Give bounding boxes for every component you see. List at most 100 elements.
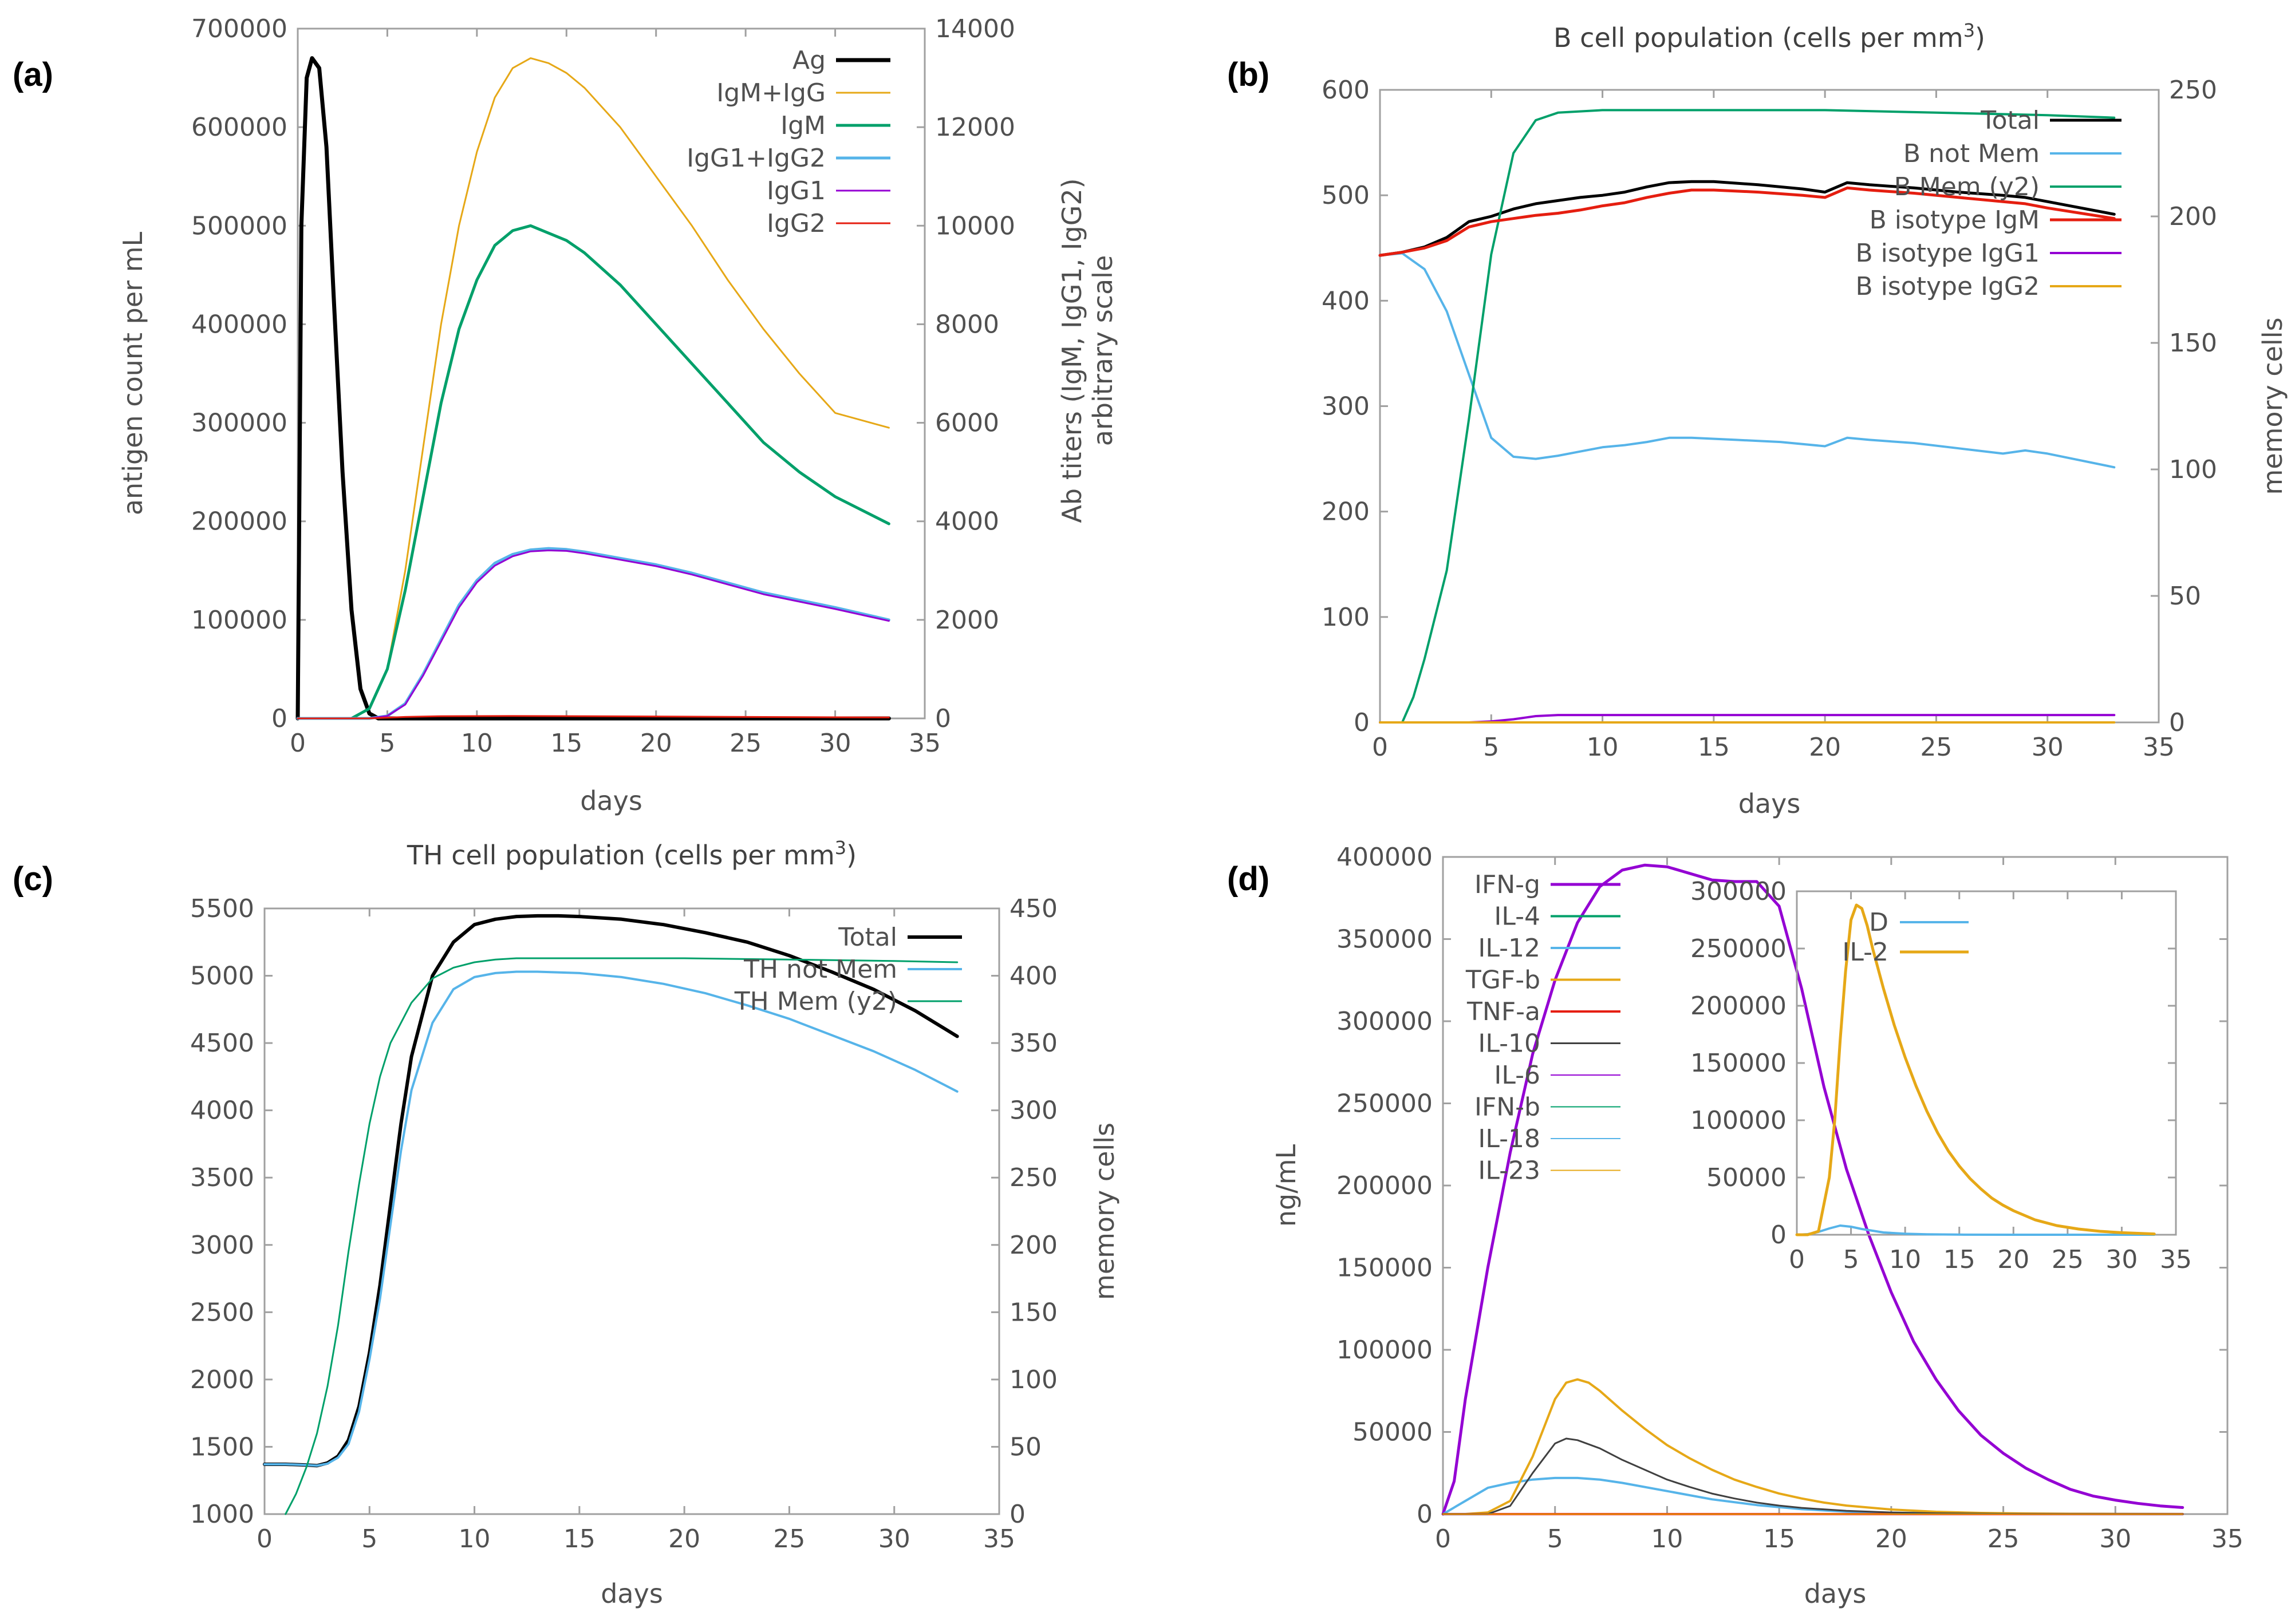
y-tick-label: 0 — [271, 704, 287, 733]
y2-tick-label: 100 — [1010, 1365, 1058, 1394]
legend-label: Ag — [792, 46, 826, 75]
y-tick-label: 1500 — [190, 1432, 254, 1461]
chart-title-sup: 3 — [835, 837, 846, 859]
y-tick-label: 500000 — [191, 211, 287, 240]
x-tick-label: 0 — [290, 729, 306, 758]
y-tick-label: 300 — [1322, 392, 1370, 421]
legend-label: B not Mem — [1903, 139, 2040, 168]
y-tick-label: 600000 — [191, 113, 287, 142]
x-tick-label: 35 — [909, 729, 941, 758]
x-tick-label: 20 — [668, 1524, 700, 1554]
x-tick-label: 35 — [2143, 733, 2175, 762]
inset-y-tick-label: 150000 — [1690, 1049, 1787, 1078]
y2-axis-label: memory cells — [1089, 1123, 1120, 1300]
y-tick-label: 200000 — [191, 507, 287, 536]
legend-label: TNF-a — [1466, 997, 1540, 1026]
y-tick-label: 100000 — [1336, 1335, 1433, 1365]
inset-x-tick-label: 25 — [2052, 1245, 2084, 1274]
legend-label: TH not Mem — [743, 955, 897, 984]
y-tick-label: 250000 — [1336, 1089, 1433, 1119]
y2-tick-label: 50 — [1010, 1432, 1042, 1461]
x-axis-label: days — [580, 785, 642, 816]
panel-label: (b) — [1227, 56, 1269, 93]
x-tick-label: 30 — [2032, 733, 2064, 762]
series-line-ifn-g — [1441, 863, 2184, 1516]
y-tick-label: 100 — [1322, 603, 1370, 632]
legend-label: IFN-b — [1474, 1093, 1540, 1122]
y-tick-label: 3000 — [190, 1231, 254, 1260]
legend: Total TH not Mem TH Mem (y2) — [734, 923, 962, 1016]
series-line-igg1-igg2 — [296, 547, 890, 720]
y2-tick-label: 8000 — [935, 310, 999, 339]
x-tick-label: 0 — [1435, 1524, 1451, 1554]
y2-tick-label: 50 — [2169, 582, 2201, 611]
y2-tick-label: 150 — [2169, 329, 2217, 358]
y2-axis-label: memory cells — [2257, 318, 2288, 495]
x-tick-label: 5 — [1483, 733, 1499, 762]
plot-frame — [297, 27, 926, 720]
panel-label: (c) — [13, 860, 53, 898]
chart-title-end: ) — [1975, 22, 1985, 53]
x-tick-label: 5 — [379, 729, 395, 758]
chart-title-text: TH cell population (cells per mm — [407, 840, 835, 871]
legend-label: IL-12 — [1478, 934, 1540, 963]
legend-label: IL-6 — [1494, 1061, 1540, 1090]
y-tick-label: 200 — [1322, 497, 1370, 527]
y-tick-label: 5500 — [190, 894, 254, 923]
legend-label: IL-4 — [1494, 902, 1540, 931]
series-line-tgf-b — [1442, 1378, 2184, 1515]
legend-label: TGF-b — [1465, 966, 1540, 995]
inset-x-tick-label: 5 — [1843, 1245, 1859, 1274]
y-tick-label: 0 — [1354, 708, 1370, 737]
series-line-igm-igg — [297, 57, 890, 720]
chart-title-end: ) — [846, 840, 857, 871]
x-tick-label: 25 — [1988, 1524, 2020, 1554]
x-axis-label: days — [1804, 1578, 1867, 1609]
inset-x-tick-label: 20 — [1997, 1245, 2029, 1274]
plot-frame — [263, 907, 1000, 1515]
y-tick-label: 4000 — [190, 1096, 254, 1125]
x-tick-label: 35 — [2211, 1524, 2243, 1554]
x-tick-label: 5 — [1547, 1524, 1563, 1554]
y-tick-label: 300000 — [1336, 1007, 1433, 1036]
x-tick-label: 15 — [1698, 733, 1730, 762]
series-line-th-not-mem — [263, 970, 959, 1467]
y-axis-label: ng/mL — [1271, 1144, 1302, 1227]
y-tick-label: 1000 — [190, 1500, 254, 1529]
x-axis-label: days — [1738, 788, 1801, 819]
x-tick-label: 25 — [729, 729, 762, 758]
inset-series-line-d — [1796, 1224, 2156, 1236]
inset-x-tick-label: 30 — [2105, 1245, 2138, 1274]
series-line-th-mem-y2- — [285, 957, 959, 1515]
panel-label: (d) — [1227, 860, 1269, 898]
series-line-total — [1378, 180, 2116, 257]
legend-label: IgM+IgG — [716, 78, 826, 108]
chart-title-sup: 3 — [1963, 19, 1975, 41]
inset-legend: DIL-2 — [1842, 908, 1969, 967]
inset-x-tick-label: 10 — [1889, 1245, 1921, 1274]
x-tick-label: 30 — [2099, 1524, 2131, 1554]
y-tick-label: 0 — [1417, 1500, 1433, 1529]
legend-label: IgM — [780, 111, 826, 140]
inset-x-tick-label: 0 — [1789, 1245, 1805, 1274]
y2-tick-label: 250 — [1010, 1163, 1058, 1192]
y-tick-label: 400000 — [191, 310, 287, 339]
y2-tick-label: 300 — [1010, 1096, 1058, 1125]
x-tick-label: 20 — [640, 729, 672, 758]
x-axis-label: days — [601, 1578, 663, 1609]
y-tick-label: 600 — [1322, 76, 1370, 105]
legend-label: B Mem (y2) — [1894, 172, 2040, 201]
legend-label: B isotype IgG2 — [1855, 272, 2040, 301]
y2-tick-label: 350 — [1010, 1029, 1058, 1058]
plot-frame — [1442, 856, 2229, 1515]
y-tick-label: 4500 — [190, 1029, 254, 1058]
y-tick-label: 5000 — [190, 962, 254, 991]
y2-tick-label: 10000 — [935, 211, 1015, 240]
y2-tick-label: 100 — [2169, 455, 2217, 484]
y-axis-label: antigen count per mL — [117, 231, 148, 515]
y-tick-label: 150000 — [1336, 1254, 1433, 1283]
y2-tick-label: 0 — [935, 704, 951, 733]
inset-legend-label: D — [1869, 908, 1888, 937]
y2-tick-label: 2000 — [935, 606, 999, 635]
